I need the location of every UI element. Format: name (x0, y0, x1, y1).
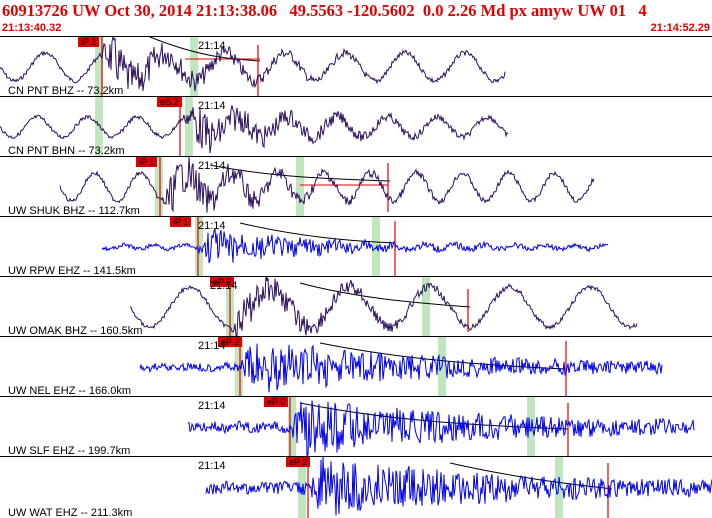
coda-decay-curve (239, 222, 396, 244)
coda-decay-curve (299, 282, 471, 308)
coda-window (190, 37, 198, 96)
coda-window (155, 157, 163, 216)
coda-window (372, 217, 380, 276)
coda-decay-curve (209, 164, 391, 182)
time-tick-label: 21:14 (198, 100, 226, 112)
time-tick-label: 21:14 (210, 280, 238, 292)
coda-decay-curve (149, 37, 261, 62)
waveform (187, 400, 695, 456)
waveform (129, 277, 638, 336)
waveform (0, 105, 509, 154)
trace-plot[interactable] (0, 457, 712, 518)
station-label: CN PNT BHZ -- 73.2km (8, 85, 124, 96)
trace-panel[interactable]: iP 1 21:14 UW RPW EHZ -- 141.5km (0, 216, 712, 276)
trace-plot[interactable] (0, 337, 712, 396)
coda-window (296, 157, 304, 216)
phase-pick-label[interactable]: eP 2 (218, 337, 243, 347)
phase-pick-label[interactable]: eP 0 (264, 397, 289, 407)
phase-pick-label[interactable]: eP 2 (286, 457, 311, 467)
event-title: 60913726 UW Oct 30, 2014 21:13:38.06 49.… (2, 1, 647, 20)
trace-plot[interactable] (0, 277, 712, 336)
trace-panel[interactable]: eP 0 21:14 UW SLF EHZ -- 199.7km (0, 396, 712, 456)
coda-window (555, 457, 563, 518)
coda-window (422, 277, 430, 336)
time-tick-label: 21:14 (198, 40, 226, 52)
coda-window (288, 397, 296, 456)
start-time-label: 21:13:40.32 (2, 22, 62, 34)
coda-window (298, 457, 306, 518)
time-tick-label: 21:14 (198, 460, 226, 472)
waveform (205, 457, 712, 516)
coda-window (195, 217, 203, 276)
event-header: 60913726 UW Oct 30, 2014 21:13:38.06 49.… (0, 0, 712, 36)
phase-pick-label[interactable]: iP 1 (136, 157, 158, 167)
waveform (139, 343, 663, 393)
trace-panel[interactable]: iP 1 21:14 UW SHUK BHZ -- 112.7km (0, 156, 712, 216)
time-tick-label: 21:14 (198, 160, 226, 172)
station-label: UW OMAK BHZ -- 160.5km (8, 325, 143, 336)
station-label: UW SHUK BHZ -- 112.7km (8, 205, 140, 216)
trace-panel[interactable]: eP 2 21:14 UW OMAK BHZ -- 160.5km (0, 276, 712, 336)
phase-pick-label[interactable]: eS 2 (157, 97, 182, 107)
end-time-label: 21:14:52.29 (650, 22, 710, 34)
trace-panel[interactable]: eS 2 21:14 CN PNT BHN -- 73.2km (0, 96, 712, 156)
coda-window (95, 97, 103, 156)
trace-panel[interactable]: eP 2 21:14 UW WAT EHZ -- 211.3km (0, 456, 712, 518)
coda-window (95, 37, 103, 96)
trace-panel[interactable]: eP 2 21:14 UW NEL EHZ -- 166.0km (0, 336, 712, 396)
station-label: CN PNT BHN -- 73.2km (8, 145, 125, 156)
seismogram-traces[interactable]: iP 1 21:14 CN PNT BHZ -- 73.2km eS 2 21:… (0, 36, 712, 518)
waveform (59, 157, 595, 213)
station-label: UW RPW EHZ -- 141.5km (8, 265, 136, 276)
station-label: UW SLF EHZ -- 199.7km (8, 445, 131, 456)
coda-window (185, 97, 193, 156)
trace-plot[interactable] (0, 397, 712, 456)
trace-plot[interactable] (0, 217, 712, 276)
waveform (0, 37, 506, 92)
phase-pick-label[interactable]: eP 2 (210, 277, 235, 287)
trace-panel[interactable]: iP 1 21:14 CN PNT BHZ -- 73.2km (0, 36, 712, 96)
time-tick-label: 21:14 (198, 400, 226, 412)
waveform (101, 228, 609, 264)
phase-pick-label[interactable]: iP 1 (78, 37, 100, 47)
time-tick-label: 21:14 (198, 220, 226, 232)
trace-plot[interactable] (0, 97, 712, 156)
phase-pick-label[interactable]: iP 1 (170, 217, 192, 227)
station-label: UW NEL EHZ -- 166.0km (8, 385, 132, 396)
trace-plot[interactable] (0, 37, 712, 96)
station-label: UW WAT EHZ -- 211.3km (8, 507, 133, 518)
time-tick-label: 21:14 (198, 340, 226, 352)
trace-plot[interactable] (0, 157, 712, 216)
